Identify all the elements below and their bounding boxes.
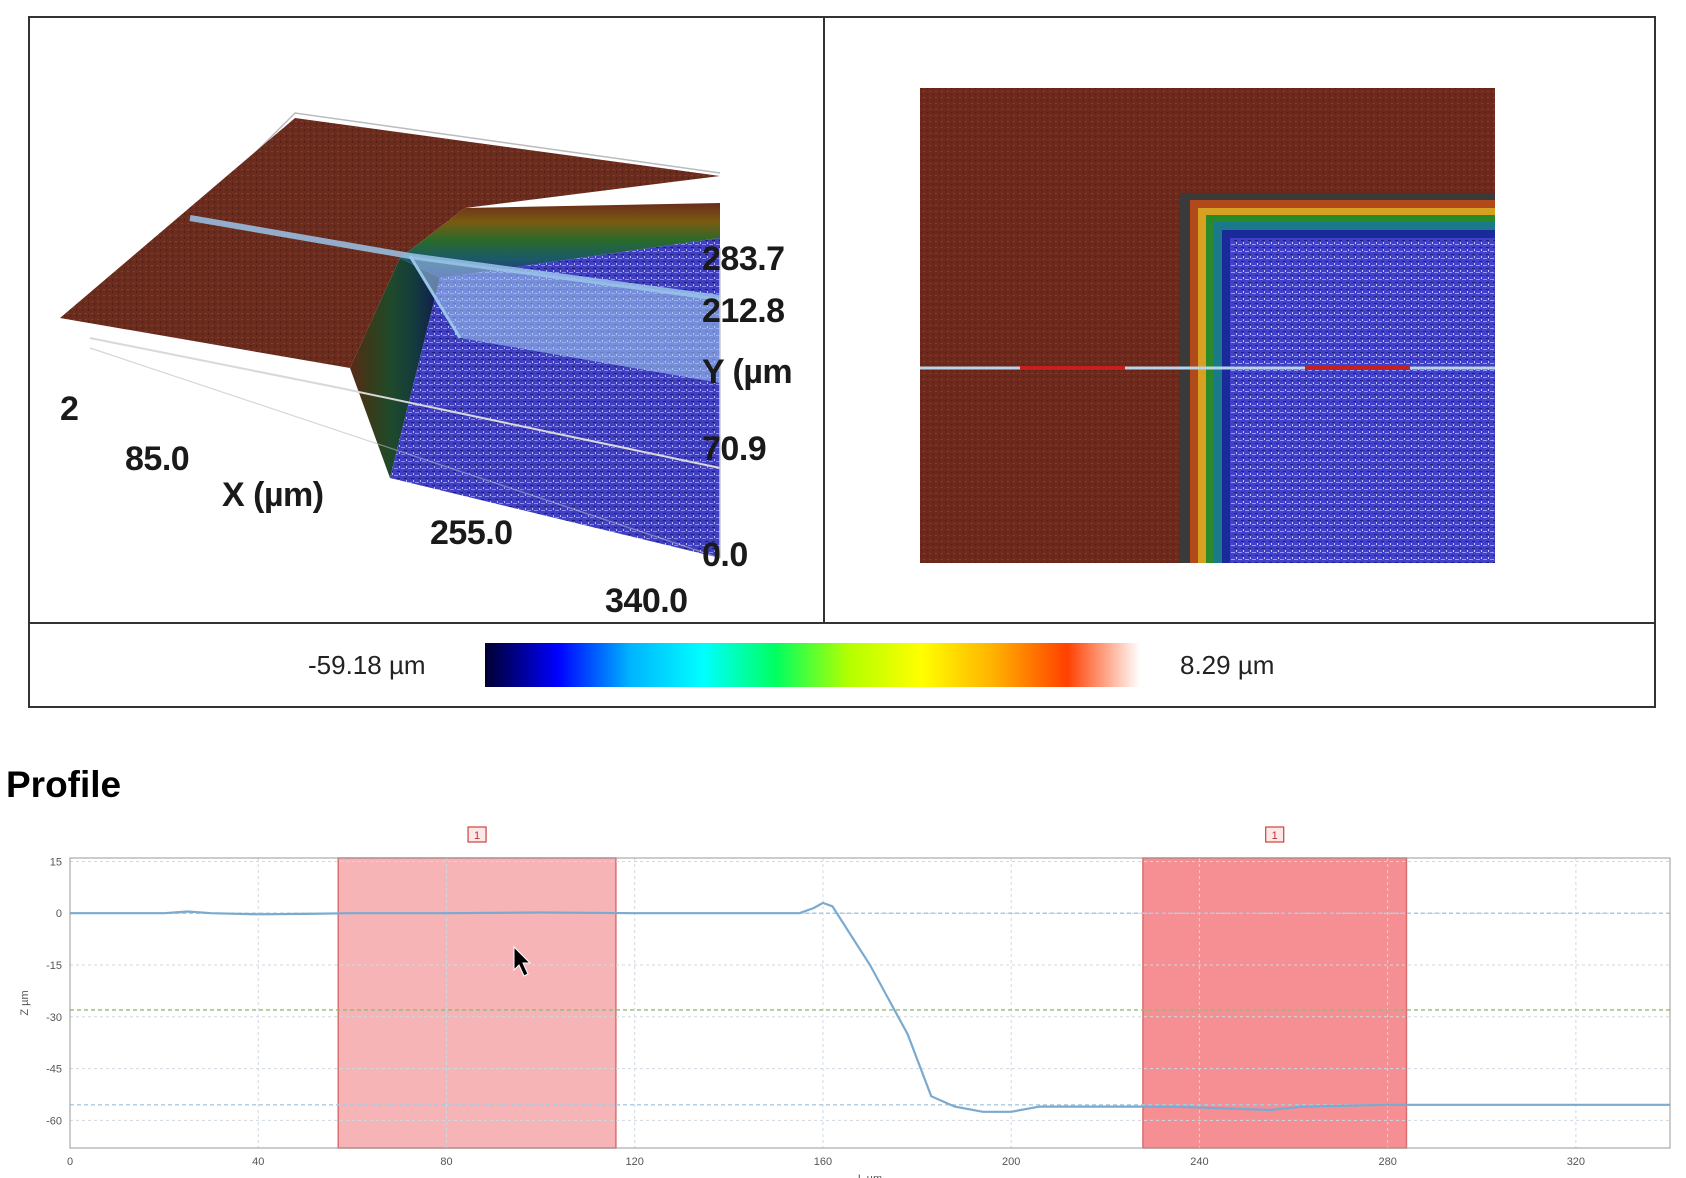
x-tick-0: 0 — [67, 1156, 73, 1168]
y-tick--30: -30 — [46, 1012, 62, 1024]
y-tick-212-8: 212.8 — [702, 292, 785, 330]
region-marker-box-1[interactable] — [467, 826, 487, 843]
x-tick-120: 120 — [626, 1156, 644, 1168]
y-tick-0: 0 — [56, 908, 62, 920]
y-tick-70-9: 70.9 — [702, 430, 767, 468]
x-tick-240: 240 — [1190, 1156, 1208, 1168]
view-3d-pane[interactable]: 283.7 212.8 Y (µm 70.9 0.0 2 85.0 X (µm)… — [30, 18, 825, 622]
x-tick-80: 80 — [440, 1156, 452, 1168]
y-tick--15: -15 — [46, 960, 62, 972]
x-tick-200: 200 — [1002, 1156, 1020, 1168]
view-2d-pane[interactable] — [825, 18, 1654, 622]
x-tick-280: 280 — [1378, 1156, 1396, 1168]
y-axis-label: Z µm — [19, 990, 31, 1015]
profile-region-1[interactable] — [337, 857, 617, 1149]
profile-series-line — [70, 901, 1670, 1113]
y-tick-0-0: 0.0 — [702, 536, 748, 574]
x-tick-340-0: 340.0 — [605, 582, 688, 620]
plot-frame — [69, 857, 1671, 1149]
region-marker-label-1: 1 — [474, 830, 480, 842]
y-axis-label: Y (µm — [702, 353, 793, 391]
color-scale-bar: -59.18 µm 8.29 µm — [30, 622, 1654, 706]
color-gradient — [485, 643, 1140, 687]
surface-2d-map — [920, 88, 1495, 563]
x-tick-320: 320 — [1567, 1156, 1585, 1168]
x-tick-255-0: 255.0 — [430, 514, 513, 552]
x-axis-label: L µm — [858, 1173, 882, 1178]
y-tick-15: 15 — [50, 856, 62, 868]
y-tick--60: -60 — [46, 1115, 62, 1127]
mouse-cursor-icon — [513, 945, 532, 977]
x-tick-partial: 2 — [60, 390, 79, 428]
x-axis-label: X (µm) — [222, 476, 324, 514]
region-marker-box-2[interactable] — [1265, 826, 1285, 843]
color-scale-min: -59.18 µm — [308, 650, 426, 680]
y-tick-283-7: 283.7 — [702, 240, 785, 278]
x-tick-85-0: 85.0 — [125, 440, 190, 478]
profile-region-2[interactable] — [1142, 857, 1408, 1149]
color-scale-max: 8.29 µm — [1180, 650, 1275, 680]
surface-3d-render — [60, 112, 721, 559]
x-tick-160: 160 — [814, 1156, 832, 1168]
profile-title: Profile — [6, 764, 122, 805]
x-tick-40: 40 — [252, 1156, 264, 1168]
surface-viewer: 283.7 212.8 Y (µm 70.9 0.0 2 85.0 X (µm)… — [28, 16, 1656, 708]
profile-chart[interactable]: 0 40 80 120 160 200 240 280 320 15 0 -15 -30 -45 -60 1… — [0, 810, 1686, 1178]
region-marker-label-2: 1 — [1272, 830, 1278, 842]
y-tick--45: -45 — [46, 1064, 62, 1076]
